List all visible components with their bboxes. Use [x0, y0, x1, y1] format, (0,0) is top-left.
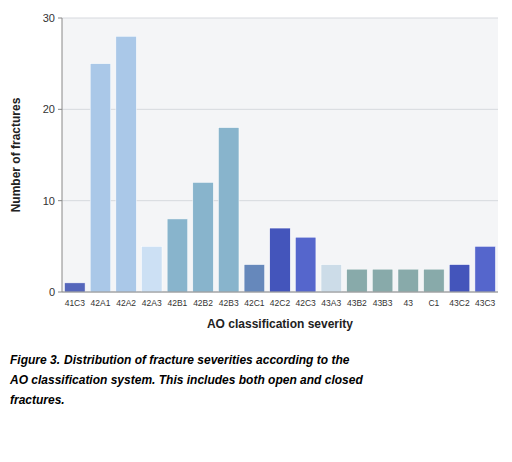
tick-label: 42C1 [244, 298, 265, 308]
tick-label: 43 [404, 298, 414, 308]
grid-line [62, 292, 498, 293]
y-axis: 0 10 20 30 [43, 12, 498, 298]
grid-line [62, 18, 498, 19]
bar [116, 36, 137, 292]
tick-label: 43B2 [347, 298, 367, 308]
bar [398, 269, 419, 292]
tick-label: 0 [49, 286, 55, 298]
tick-label: 42A1 [91, 298, 111, 308]
tick-label: 42A2 [116, 298, 136, 308]
caption-text: Figure 3. [10, 353, 60, 367]
tick-label: 43C2 [449, 298, 470, 308]
tick-label: 42B1 [167, 298, 187, 308]
tick-label: C1 [428, 298, 439, 308]
bars [65, 36, 496, 292]
tick-label: 42C2 [270, 298, 291, 308]
tick-mark [58, 109, 62, 110]
axis-line [62, 18, 63, 292]
tick-label: 43C3 [475, 298, 496, 308]
tick-label: 42B3 [219, 298, 239, 308]
tick-label: 20 [43, 103, 55, 115]
bar [347, 269, 368, 292]
bar [295, 237, 316, 292]
bar [218, 128, 239, 292]
bar [193, 182, 214, 292]
chart: 010203041C342A142A242A342B142B242B342C14… [0, 0, 512, 462]
tick-label: 43A3 [321, 298, 341, 308]
caption-line: fractures. [10, 393, 65, 407]
plot-area [62, 18, 498, 292]
tick-label: 10 [43, 195, 55, 207]
bar [321, 265, 342, 292]
tick-label: 43B3 [373, 298, 393, 308]
bar [449, 265, 470, 292]
tick-label: 42A3 [142, 298, 162, 308]
tick-label: 30 [43, 12, 55, 24]
tick-mark [58, 18, 62, 19]
caption: Figure 3. Distribution of fracture severi… [9, 353, 363, 407]
bar [65, 283, 86, 292]
tick-label: 42B2 [193, 298, 213, 308]
caption-text: Distribution of fracture severities acco… [64, 353, 350, 367]
bar [244, 265, 265, 292]
tick-mark [58, 292, 62, 293]
axis-title: Number of fractures [9, 97, 23, 212]
tick-mark [58, 200, 62, 201]
bar [424, 269, 445, 292]
bar [142, 246, 163, 292]
tick-label: 42C3 [295, 298, 316, 308]
x-axis: 41C3 42A1 42A2 42A3 42B1 42B2 42B3 42C1 42C2 42C3… [65, 298, 496, 308]
caption-line: AO classification system. This includes … [9, 373, 363, 387]
bar [270, 228, 291, 292]
tick-label: 41C3 [65, 298, 86, 308]
bar [90, 64, 111, 292]
bar [372, 269, 393, 292]
bar [475, 246, 496, 292]
axis-line [62, 292, 498, 293]
axis-title: AO classification severity [207, 317, 353, 331]
bar [167, 219, 188, 292]
caption-line: Figure 3. Distribution of fracture severi… [10, 353, 350, 367]
